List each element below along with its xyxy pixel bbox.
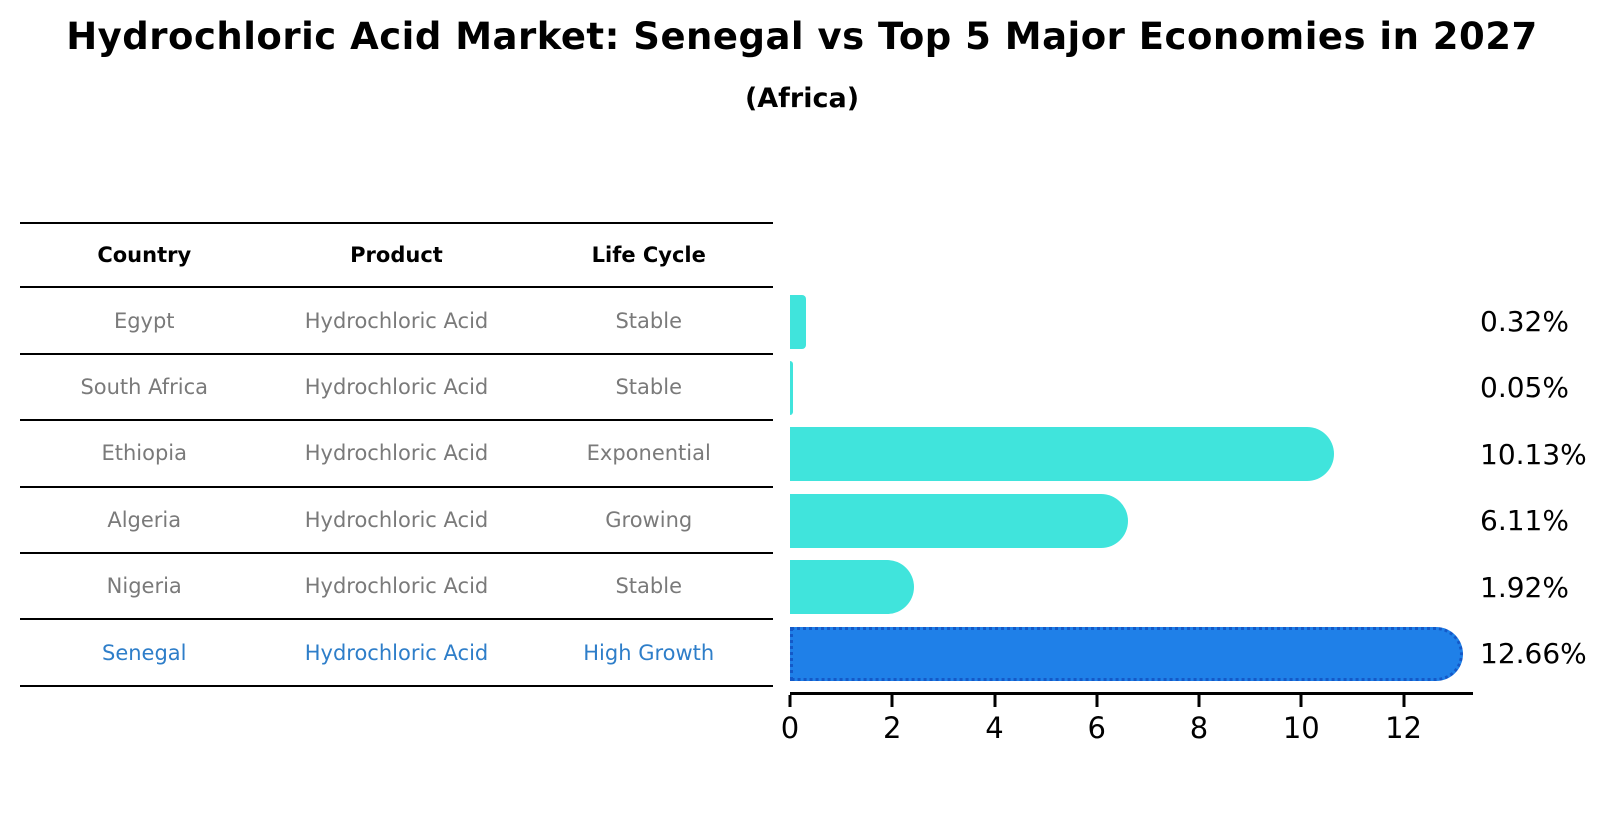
x-axis-tick [993, 694, 996, 707]
x-axis: 0 2 4 6 8 10 12 [781, 691, 1473, 765]
table-row-ethiopia: Ethiopia Hydrochloric Acid Exponential [20, 421, 773, 488]
table-row-senegal: Senegal Hydrochloric Acid High Growth [20, 620, 773, 687]
column-header-lifecycle: Life Cycle [591, 243, 706, 268]
lifecycle-cell: Growing [605, 507, 693, 532]
bar-algeria [790, 493, 1129, 548]
country-table: Country Product Life Cycle Egypt Hydroch… [20, 222, 773, 687]
country-cell: Nigeria [106, 574, 182, 599]
bar-senegal [790, 626, 1464, 681]
x-axis-tick-label: 0 [780, 710, 800, 745]
country-cell: Egypt [113, 308, 175, 333]
country-cell: Senegal [101, 640, 187, 665]
bar-chart: 0 2 4 6 8 10 12 [773, 222, 1604, 765]
value-label-nigeria: 1.92% [1480, 570, 1569, 604]
bar-egypt [790, 294, 807, 349]
value-label-south-africa: 0.05% [1480, 371, 1569, 405]
table-header-row: Country Product Life Cycle [20, 222, 773, 289]
table-row-egypt: Egypt Hydrochloric Acid Stable [20, 288, 773, 355]
x-axis-tick-label: 12 [1385, 710, 1422, 745]
x-axis-tick [1095, 694, 1099, 707]
country-cell: Algeria [107, 507, 182, 532]
table-row-nigeria: Nigeria Hydrochloric Acid Stable [20, 554, 773, 621]
x-axis-tick-label: 2 [883, 710, 902, 745]
x-axis-tick-label: 4 [985, 710, 1004, 745]
x-axis-tick [1402, 694, 1406, 707]
product-cell: Hydrochloric Acid [304, 507, 489, 532]
lifecycle-cell: Stable [615, 374, 682, 399]
lifecycle-cell: High Growth [583, 640, 715, 665]
x-axis-tick-label: 6 [1087, 710, 1106, 745]
product-cell: Hydrochloric Acid [304, 441, 489, 466]
value-label-senegal: 12.66% [1480, 637, 1587, 671]
x-axis-tick-label: 10 [1282, 710, 1320, 745]
x-axis-tick [788, 694, 792, 707]
product-cell: Hydrochloric Acid [304, 374, 489, 399]
lifecycle-cell: Exponential [586, 441, 711, 466]
product-cell: Hydrochloric Acid [304, 308, 489, 333]
value-label-egypt: 0.32% [1480, 305, 1569, 339]
bar-nigeria [790, 560, 915, 615]
chart-title: Hydrochloric Acid Market: Senegal vs Top… [66, 15, 1538, 58]
table-row-algeria: Algeria Hydrochloric Acid Growing [20, 488, 773, 554]
bar-ethiopia [790, 427, 1334, 482]
country-cell: South Africa [80, 374, 209, 399]
product-cell: Hydrochloric Acid [304, 640, 489, 665]
country-cell: Ethiopia [101, 441, 187, 466]
column-header-country: Country [97, 243, 192, 268]
product-cell: Hydrochloric Acid [304, 574, 489, 599]
column-header-product: Product [350, 243, 443, 268]
chart-header-spacer [773, 222, 1604, 288]
value-labels-column: 0.32% 0.05% 10.13% 6.11% 1.92% 12.66% [1480, 288, 1604, 686]
chart-subtitle: (Africa) [744, 83, 860, 114]
bar-south-africa [790, 360, 793, 415]
x-axis-tick [1299, 694, 1303, 707]
value-label-algeria: 6.11% [1480, 504, 1569, 538]
lifecycle-cell: Stable [615, 574, 682, 599]
lifecycle-cell: Stable [615, 308, 682, 333]
x-axis-tick [890, 694, 894, 707]
table-row-south-africa: South Africa Hydrochloric Acid Stable [20, 355, 773, 422]
x-axis-tick-label: 8 [1189, 710, 1209, 745]
x-axis-tick [1197, 694, 1201, 707]
value-label-ethiopia: 10.13% [1480, 437, 1587, 471]
